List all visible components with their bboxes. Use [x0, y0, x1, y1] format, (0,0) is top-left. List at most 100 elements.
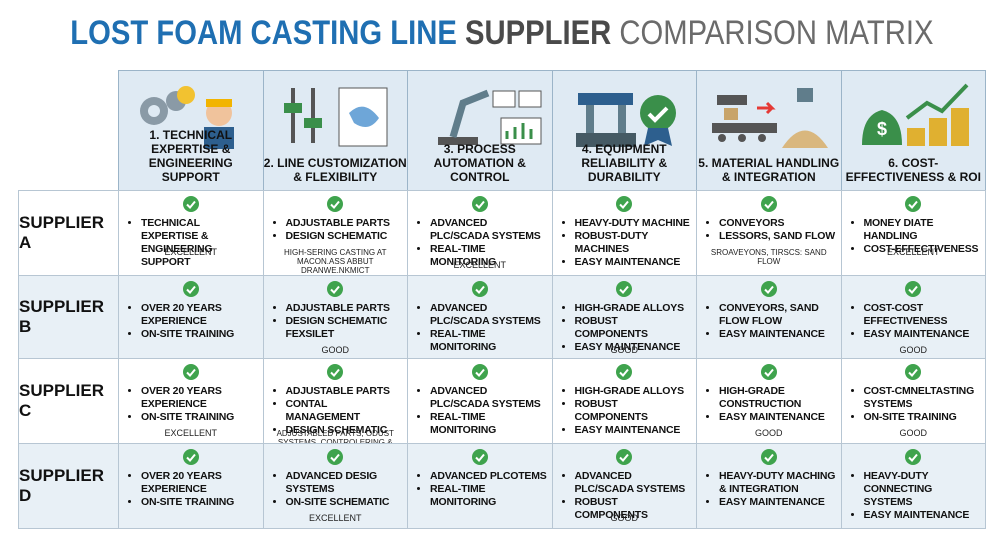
check-icon — [905, 449, 922, 465]
bullet-list: ADVANCED DESIG SYSTEMSON-SITE SCHEMATIC — [272, 470, 404, 509]
bullet-list: HIGH-GRADE ALLOYSROBUST COMPONENTSEASY M… — [561, 385, 693, 437]
bullet: ADVANCED PLC/SCADA SYSTEMS — [430, 302, 548, 328]
column-label: 2. LINE CUSTOMIZATION & FLEXIBILITY — [263, 156, 407, 184]
rating-note: EXCELLENT — [164, 247, 218, 257]
column-header: 5. MATERIAL HANDLING & INTEGRATION — [696, 70, 842, 191]
svg-text:$: $ — [876, 119, 886, 139]
row-label: SUPPLIER C — [18, 358, 119, 444]
check-icon — [616, 281, 633, 297]
bullet: LESSORS, SAND FLOW — [719, 230, 837, 243]
cell: HIGH-GRADE ALLOYSROBUST COMPONENTSEASY M… — [551, 275, 697, 359]
bullet: COST-EFFECTIVENESS — [864, 243, 982, 256]
check-icon — [327, 364, 344, 380]
bullet: ADVANCED DESIG SYSTEMS — [286, 470, 404, 496]
bullet-list: MONEY DIATE HANDLINGCOST-EFFECTIVENESS — [850, 217, 982, 256]
bullet-list: OVER 20 YEARS EXPERIENCEON-SITE TRAINING — [127, 385, 259, 424]
bullet: ADVANCED PLC/SCADA SYSTEMS — [430, 385, 548, 411]
cell: CONVEYORS, SAND FLOW FLOWEASY MAINTENANC… — [696, 275, 842, 359]
title-part: LOST FOAM CASTING LINE — [70, 14, 457, 52]
row-label: SUPPLIER A — [18, 190, 119, 276]
bullet: DESIGN SCHEMATIC — [286, 424, 404, 437]
bullet: EASY MAINTENANCE — [575, 341, 693, 354]
check-icon — [471, 196, 488, 212]
cell: ADVANCED DESIG SYSTEMSON-SITE SCHEMATIC E… — [262, 443, 408, 529]
check-icon — [471, 281, 488, 297]
bullet: REAL-TIME MONITORING — [430, 483, 548, 509]
cell: HEAVY-DUTY MACHING & INTEGRATIONEASY MAI… — [696, 443, 842, 529]
column-icon — [712, 88, 828, 148]
bullet: EASY MAINTENANCE — [719, 496, 837, 509]
rating-note: EXCELLENT — [453, 260, 507, 270]
bullet: TECHNICAL EXPERTISE & ENGINEERING SUPPOR… — [141, 217, 259, 269]
bullet: EASY MAINTENANCE — [864, 328, 982, 341]
bullet: HIGH-GRADE ALLOYS — [575, 302, 693, 315]
cell: OVER 20 YEARS EXPERIENCEON-SITE TRAINING — [118, 443, 264, 529]
bullet-list: COST-COST EFFECTIVENESSEASY MAINTENANCE — [850, 302, 982, 341]
column-header: 1. TECHNICAL EXPERTISE & ENGINEERING SUP… — [118, 70, 264, 191]
column-label: 3. PROCESS AUTOMATION & CONTROL — [433, 142, 526, 184]
bullet-list: HEAVY-DUTY MACHING & INTEGRATIONEASY MAI… — [705, 470, 837, 509]
bullet-list: OVER 20 YEARS EXPERIENCEON-SITE TRAINING — [127, 470, 259, 509]
column-icon: $ — [861, 83, 969, 146]
check-icon — [760, 364, 777, 380]
cell: HIGH-GRADE ALLOYSROBUST COMPONENTSEASY M… — [551, 358, 697, 444]
bullet-list: ADVANCED PLC/SCADA SYSTEMSREAL-TIME MONI… — [416, 302, 548, 354]
rating-note: EXCELLENT — [886, 247, 940, 257]
bullet: REAL-TIME MONITORING — [430, 411, 548, 437]
check-icon — [760, 449, 777, 465]
bullet: ON-SITE TRAINING — [141, 328, 259, 341]
column-label: 6. COST-EFFECTIVENESS & ROI — [845, 156, 981, 184]
check-icon — [327, 196, 344, 212]
bullet: DESIGN SCHEMATIC FEXSILET — [286, 315, 404, 341]
cell: HEAVY-DUTY MACHINEROBUST-DUTY MACHINESEA… — [551, 190, 697, 276]
bullet: ADJUSTABLE PARTS — [286, 302, 404, 315]
bullet-list: ADVANCED PLCOTEMSREAL-TIME MONITORING — [416, 470, 548, 509]
column-icon — [575, 93, 676, 147]
bullet: HIGH-GRADE CONSTRUCTION — [719, 385, 837, 411]
rating-note: EXCELLENT — [308, 513, 362, 523]
bullet: OVER 20 YEARS EXPERIENCE — [141, 302, 259, 328]
cell: HIGH-GRADE CONSTRUCTIONEASY MAINTENANCE G… — [696, 358, 842, 444]
bullet: ON-SITE TRAINING — [141, 411, 259, 424]
bullet: HEAVY-DUTY MACHINE — [575, 217, 693, 230]
column-label: 5. MATERIAL HANDLING & INTEGRATION — [698, 156, 840, 184]
bullet: OVER 20 YEARS EXPERIENCE — [141, 385, 259, 411]
column-icon — [438, 89, 542, 145]
bullet-list: TECHNICAL EXPERTISE & ENGINEERING SUPPOR… — [127, 217, 259, 269]
bullet-list: ADJUSTABLE PARTSCONTAL MANAGEMENTDESIGN … — [272, 385, 404, 437]
bullet-list: ADJUSTABLE PARTSDESIGN SCHEMATIC — [272, 217, 404, 243]
bullet: OVER 20 YEARS EXPERIENCE — [141, 470, 259, 496]
column-header: $6. COST-EFFECTIVENESS & ROI — [840, 70, 986, 191]
check-icon — [760, 281, 777, 297]
bullet: EASY MAINTENANCE — [719, 328, 837, 341]
check-icon — [760, 196, 777, 212]
bullet: ADJUSTABLE PARTS — [286, 217, 404, 230]
rating-note: SROAVEYONS, TIRSCS: SAND FLOW — [710, 248, 827, 266]
bullet: EASY MAINTENANCE — [864, 509, 982, 522]
bullet-list: ADVANCED PLC/SCADA SYSTEMSREAL-TIME MONI… — [416, 217, 548, 269]
cell: OVER 20 YEARS EXPERIENCEON-SITE TRAINING… — [118, 358, 264, 444]
rating-note: GOOD — [754, 428, 783, 438]
title-part: SUPPLIER — [464, 14, 612, 52]
bullet: ROBUST COMPONENTS — [575, 315, 693, 341]
check-icon — [182, 449, 199, 465]
bullet-list: ADVANCED PLC/SCADA SYSTEMSREAL-TIME MONI… — [416, 385, 548, 437]
bullet: DESIGN SCHEMATIC — [286, 230, 404, 243]
column-label: 1. TECHNICAL EXPERTISE & ENGINEERING SUP… — [148, 128, 233, 184]
bullet: MONEY DIATE HANDLING — [864, 217, 982, 243]
check-icon — [182, 364, 199, 380]
bullet: ADVANCED PLCOTEMS — [430, 470, 548, 483]
cell: ADVANCED PLC/SCADA SYSTEMSREAL-TIME MONI… — [407, 358, 553, 444]
check-icon — [616, 449, 633, 465]
bullet: HIGH-GRADE ALLOYS — [575, 385, 693, 398]
check-icon — [905, 364, 922, 380]
row-label: SUPPLIER B — [18, 275, 119, 359]
cell: MONEY DIATE HANDLINGCOST-EFFECTIVENESSEX… — [840, 190, 986, 276]
cell: ADJUSTABLE PARTSCONTAL MANAGEMENTDESIGN … — [262, 358, 408, 456]
bullet: ADJUSTABLE PARTS — [286, 385, 404, 398]
bullet: ROBUST COMPONENTS — [575, 496, 693, 522]
bullet-list: COST-CMNELTASTING SYSTEMSON-SITE TRAININ… — [850, 385, 982, 424]
bullet: EASY MAINTENANCE — [575, 424, 693, 437]
cell: CONVEYORSLESSORS, SAND FLOW SROAVEYONS, T… — [696, 190, 842, 276]
